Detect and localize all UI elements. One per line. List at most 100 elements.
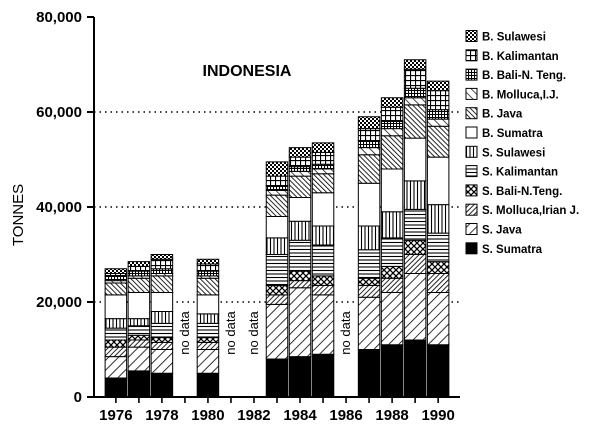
bar-segment	[265, 175, 289, 187]
bar-segment	[426, 344, 450, 398]
x-tick-label: 1984	[283, 407, 317, 424]
bar-segment	[357, 128, 381, 141]
legend-swatch	[465, 242, 478, 255]
y-tick-label: 60,000	[36, 104, 82, 121]
bar-segment	[288, 220, 312, 241]
legend-label: S. Kalimantan	[482, 167, 558, 179]
bar-segment	[288, 175, 312, 198]
no-data-label-1986: no data	[338, 311, 353, 355]
bar-segment	[311, 151, 335, 165]
legend-swatch	[465, 165, 478, 178]
legend: B. Sulawesi B. Kalimantan B. Bali-N. Teng.…	[465, 30, 579, 256]
legend-label: S. Sumatra	[482, 244, 543, 256]
bar-segment	[265, 161, 289, 177]
bar-segment	[196, 270, 220, 277]
bar-segment	[150, 337, 174, 343]
legend-swatch	[465, 107, 478, 120]
bar-segment	[311, 173, 335, 194]
bar-segment	[311, 294, 335, 355]
legend-entry: S. Molluca,Irian J.	[465, 203, 579, 217]
bar-segment	[311, 142, 335, 153]
bar-segment	[150, 349, 174, 374]
bar-segment	[403, 273, 427, 341]
legend-entry: S. Bali-N.Teng.	[465, 184, 562, 198]
bar-segment	[104, 268, 128, 274]
bar-stack-1988	[380, 97, 404, 398]
legend-label: B. Sulawesi	[482, 32, 546, 44]
bar-segment	[357, 296, 381, 350]
bar-segment	[380, 292, 404, 346]
bar-segment	[288, 270, 312, 282]
legend-label: S. Bali-N.Teng.	[482, 186, 562, 198]
bar-segment	[265, 185, 289, 191]
stacked-bars	[104, 59, 450, 398]
bar-segment	[104, 275, 128, 282]
bar-segment	[403, 208, 427, 241]
legend-label: S. Java	[482, 225, 522, 237]
x-tick-label: 1980	[191, 407, 224, 424]
legend-swatch	[465, 49, 478, 62]
bar-segment	[265, 254, 289, 286]
bar-segment	[311, 225, 335, 246]
bar-segment	[196, 322, 220, 339]
x-tick-label: 1990	[421, 407, 454, 424]
bar-stack-1989	[403, 59, 427, 398]
bar-segment	[196, 294, 220, 315]
bar-segment	[311, 275, 335, 286]
bar-segment	[426, 90, 450, 111]
legend-entry: B. Sulawesi	[465, 30, 546, 44]
bar-segment	[357, 249, 381, 279]
x-tick-label: 1976	[99, 407, 132, 424]
bar-segment	[288, 147, 312, 158]
legend-swatch	[465, 145, 478, 158]
bar-segment	[311, 163, 335, 170]
bar-segment	[196, 341, 220, 350]
legend-label: B. Sumatra	[482, 128, 543, 140]
bar-segment	[150, 311, 174, 324]
bar-segment	[196, 337, 220, 343]
bar-segment	[403, 87, 427, 99]
bar-segment	[288, 170, 312, 177]
legend-entry: B. Java	[465, 107, 523, 121]
bar-segment	[380, 97, 404, 108]
bar-segment	[311, 168, 335, 175]
legend-entry: S. Sumatra	[465, 242, 543, 256]
bar-segment	[150, 292, 174, 312]
legend-swatch	[465, 68, 478, 81]
bar-segment	[357, 154, 381, 184]
bar-segment	[357, 284, 381, 298]
y-tick-label: 80,000	[36, 9, 82, 26]
bar-segment	[265, 303, 289, 360]
x-tick-label: 1978	[145, 407, 178, 424]
bar-segment	[288, 166, 312, 172]
legend-label: B. Java	[482, 109, 523, 121]
bar-stack-1978	[150, 254, 174, 398]
bar-segment	[288, 356, 312, 398]
legend-entry: B. Sumatra	[465, 126, 543, 140]
legend-entry: S. Java	[465, 223, 522, 237]
bar-segment	[288, 156, 312, 168]
legend-entry: B. Kalimantan	[465, 49, 559, 63]
no-data-label-1979: no data	[177, 311, 192, 355]
bar-segment	[426, 232, 450, 263]
bar-segment	[357, 182, 381, 227]
chart-title: INDONESIA	[203, 63, 292, 80]
legend-swatch	[465, 184, 478, 197]
x-tick-label: 1988	[375, 407, 408, 424]
bar-segment	[357, 140, 381, 149]
bar-segment	[426, 261, 450, 274]
bar-segment	[127, 334, 151, 341]
bar-segment	[104, 318, 128, 329]
bar-segment	[104, 356, 128, 379]
legend-swatch	[465, 223, 478, 235]
legend-label: B. Molluca,I.J.	[482, 89, 559, 101]
bar-segment	[403, 59, 427, 70]
bar-segment	[380, 106, 404, 122]
bar-segment	[426, 109, 450, 120]
bar-segment	[196, 313, 220, 324]
bar-segment	[311, 244, 335, 277]
bar-segment	[196, 372, 220, 398]
bar-segment	[426, 125, 450, 158]
bar-segment	[357, 277, 381, 286]
